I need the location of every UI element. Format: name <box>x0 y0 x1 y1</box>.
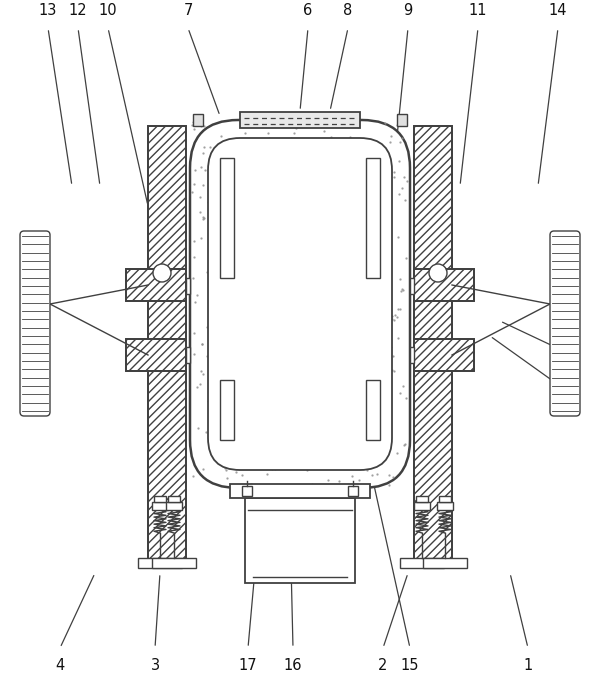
FancyBboxPatch shape <box>190 120 410 488</box>
Bar <box>126 339 186 371</box>
Bar <box>126 339 186 371</box>
Bar <box>423 558 467 568</box>
Bar <box>230 484 370 498</box>
Bar <box>410 347 414 363</box>
FancyBboxPatch shape <box>208 138 392 470</box>
Bar <box>193 114 203 126</box>
Text: 3: 3 <box>151 658 160 673</box>
Circle shape <box>429 264 447 282</box>
Bar <box>126 269 186 301</box>
Bar <box>366 158 380 278</box>
Bar <box>414 269 474 301</box>
Text: 2: 2 <box>379 658 388 673</box>
Text: 13: 13 <box>39 3 57 18</box>
Text: 15: 15 <box>401 658 419 673</box>
Bar <box>414 502 430 510</box>
Bar <box>126 269 186 301</box>
Bar <box>366 380 380 440</box>
Bar <box>414 269 474 301</box>
Bar <box>414 339 474 371</box>
Bar <box>397 114 407 126</box>
Bar <box>220 380 234 440</box>
Bar <box>186 347 190 363</box>
Text: 10: 10 <box>98 3 118 18</box>
Text: 14: 14 <box>549 3 567 18</box>
Bar <box>186 278 190 294</box>
Text: 4: 4 <box>55 658 65 673</box>
Bar <box>437 502 453 510</box>
Bar <box>152 558 196 568</box>
Bar <box>240 112 360 128</box>
Text: 5: 5 <box>558 339 567 354</box>
Bar <box>148 126 186 566</box>
Bar <box>245 498 355 583</box>
Bar <box>242 486 252 496</box>
Bar <box>414 126 452 566</box>
Bar <box>166 502 182 510</box>
Bar <box>400 558 444 568</box>
Bar <box>138 558 182 568</box>
Text: 6: 6 <box>304 3 313 18</box>
Bar <box>220 158 234 278</box>
Bar <box>148 126 186 566</box>
FancyBboxPatch shape <box>550 231 580 416</box>
Text: 8: 8 <box>343 3 353 18</box>
Bar <box>168 496 180 502</box>
Bar <box>414 339 474 371</box>
Text: 9: 9 <box>403 3 413 18</box>
Circle shape <box>153 264 171 282</box>
Text: 11: 11 <box>469 3 487 18</box>
Text: 7: 7 <box>184 3 193 18</box>
Text: 16: 16 <box>284 658 302 673</box>
Text: 18: 18 <box>558 374 577 389</box>
Text: 1: 1 <box>523 658 533 673</box>
Bar <box>348 486 358 496</box>
Bar <box>152 502 168 510</box>
Text: 12: 12 <box>68 3 88 18</box>
Bar <box>154 496 166 502</box>
Bar <box>410 278 414 294</box>
Bar <box>416 496 428 502</box>
FancyBboxPatch shape <box>20 231 50 416</box>
Bar <box>439 496 451 502</box>
Text: 17: 17 <box>239 658 257 673</box>
Bar <box>414 126 452 566</box>
